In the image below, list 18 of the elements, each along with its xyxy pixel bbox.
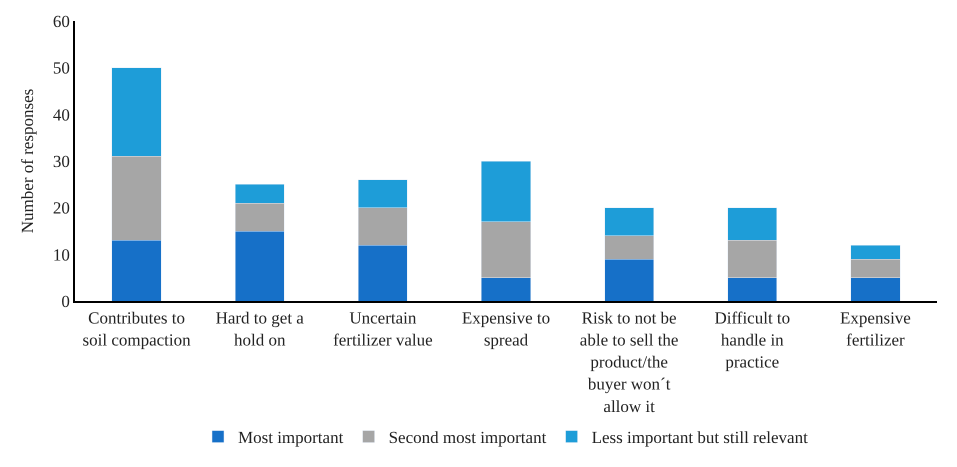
y-tick-label: 50 [52,58,70,78]
x-tick-label: Expensive fertilizer [840,308,911,350]
y-tick-label: 60 [52,12,70,31]
y-tick-label: 0 [61,292,70,311]
x-tick-label: Uncertain fertilizer value [333,308,433,350]
legend-label: Second most important [388,428,547,448]
x-tick-label: Risk to not be able to sell the product/the buyer won´t allow it [580,308,678,416]
y-tick-label: 10 [52,245,70,264]
x-tick-label: Contributes to soil compaction [82,308,192,350]
x-tick-label: Difficult to handle in practice [714,308,790,372]
legend-label: Less important but still relevant [592,428,808,448]
x-tick-label: Hard to get a hold on [216,308,304,350]
y-tick-label: 20 [52,198,70,218]
y-axis-title: Number of responses [18,88,37,234]
y-tick-label: 30 [52,152,70,171]
y-tick-label: 40 [52,105,70,124]
legend-label: Most important [238,428,344,448]
x-tick-label: Expensive to spread [462,308,550,350]
